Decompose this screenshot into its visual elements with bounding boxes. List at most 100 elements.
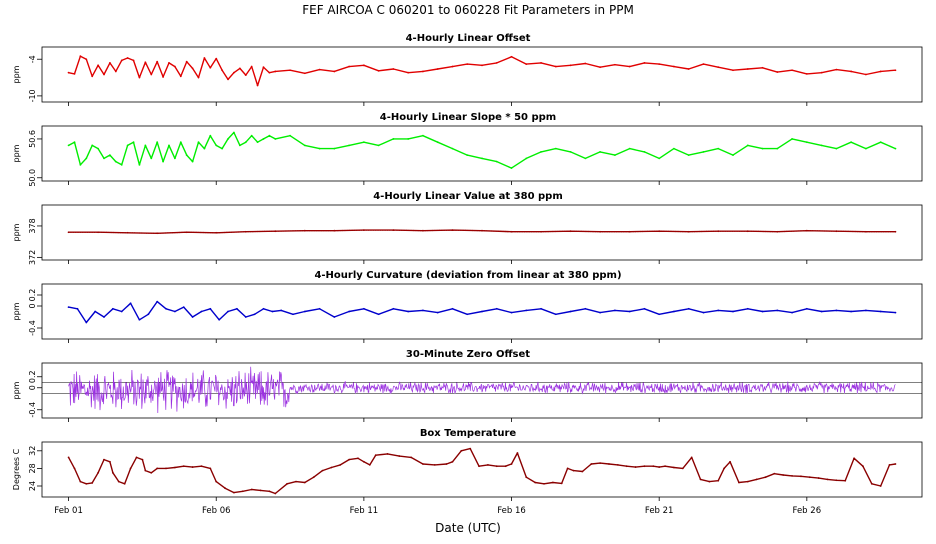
trace-dot xyxy=(134,232,136,234)
trace-dot xyxy=(344,229,346,232)
trace-dot xyxy=(675,230,677,233)
trace-dot xyxy=(665,230,667,232)
data-point xyxy=(156,300,159,303)
trace-dot xyxy=(233,231,235,233)
data-point xyxy=(191,316,194,318)
data-point xyxy=(436,141,439,144)
trace-dot xyxy=(157,232,159,234)
trace-dot xyxy=(365,229,367,231)
data-point xyxy=(738,481,740,484)
trace-dot xyxy=(79,231,81,233)
data-point xyxy=(333,316,336,318)
trace-dot xyxy=(259,230,261,233)
trace-dot xyxy=(620,231,622,233)
data-point xyxy=(120,59,123,62)
data-point xyxy=(436,311,439,314)
trace-dot xyxy=(153,232,155,234)
data-point xyxy=(218,318,221,321)
data-point xyxy=(173,466,176,469)
data-point xyxy=(295,480,297,483)
data-point xyxy=(348,144,351,147)
data-point xyxy=(79,55,82,58)
data-point xyxy=(835,68,838,71)
data-point xyxy=(274,138,277,140)
data-point xyxy=(761,310,764,313)
trace-dot xyxy=(372,229,374,231)
data-point xyxy=(156,141,159,144)
trace-dot xyxy=(634,231,637,233)
trace-dot xyxy=(318,230,320,232)
data-point xyxy=(362,460,365,463)
data-point xyxy=(817,477,820,479)
trace-dot xyxy=(450,229,452,231)
trace-dot xyxy=(228,231,230,233)
data-point xyxy=(103,458,105,461)
trace-dot xyxy=(644,230,646,233)
trace-dot xyxy=(467,229,469,232)
trace-dot xyxy=(592,230,594,233)
trace-dot xyxy=(313,230,315,232)
data-point xyxy=(495,307,498,310)
x-tick-label: Feb 11 xyxy=(350,506,379,516)
data-point xyxy=(235,307,238,310)
data-point xyxy=(312,476,315,479)
data-point xyxy=(147,313,150,316)
data-point xyxy=(259,489,262,492)
trace-dot xyxy=(405,229,408,231)
data-point xyxy=(144,61,147,64)
data-point xyxy=(510,167,513,169)
trace-dot xyxy=(353,229,356,231)
trace-dot xyxy=(190,231,193,233)
trace-dot xyxy=(209,232,211,234)
data-point xyxy=(466,154,469,157)
trace-dot xyxy=(883,231,885,233)
trace-dot xyxy=(181,231,183,234)
data-point xyxy=(227,78,229,81)
trace-dot xyxy=(129,232,131,234)
data-point xyxy=(643,307,646,310)
trace-dot xyxy=(571,230,573,232)
trace-dot xyxy=(415,229,417,232)
y-axis-label: Degrees C xyxy=(12,448,21,490)
data-point xyxy=(357,457,359,460)
trace-dot xyxy=(488,230,490,232)
y-tick-label: 0.2 xyxy=(28,370,37,383)
trace-dot xyxy=(252,230,254,233)
x-axis-label: Date (UTC) xyxy=(435,521,501,535)
trace-dot xyxy=(141,232,143,234)
data-point xyxy=(156,232,159,235)
data-point xyxy=(200,310,203,313)
data-point xyxy=(135,456,138,459)
data-point xyxy=(717,147,720,150)
trace-dot xyxy=(193,231,195,233)
trace-dot xyxy=(337,230,339,232)
trace-dot xyxy=(505,230,507,233)
data-point xyxy=(165,467,167,470)
trace-dot xyxy=(320,230,322,232)
data-point xyxy=(826,478,829,481)
data-point xyxy=(221,69,224,72)
trace-dot xyxy=(734,230,736,232)
trace-dot xyxy=(516,231,519,233)
data-point xyxy=(407,71,410,74)
data-point xyxy=(129,302,132,305)
trace-dot xyxy=(625,231,627,233)
trace-dot xyxy=(297,230,299,232)
data-point xyxy=(628,230,631,233)
trace-dot xyxy=(823,230,826,232)
trace-dot xyxy=(627,231,630,233)
data-point xyxy=(268,71,271,74)
data-point xyxy=(613,154,616,157)
data-point xyxy=(673,466,675,469)
trace-dot xyxy=(854,230,856,233)
trace-dot xyxy=(219,232,221,234)
trace-dot xyxy=(533,231,535,233)
data-point xyxy=(244,141,247,144)
data-point xyxy=(525,309,528,312)
y-axis-label: ppm xyxy=(12,144,21,162)
trace-dot xyxy=(401,229,403,231)
trace-dot xyxy=(736,230,738,232)
trace-dot xyxy=(271,230,273,232)
data-point xyxy=(761,147,764,150)
trace-dot xyxy=(682,231,684,233)
